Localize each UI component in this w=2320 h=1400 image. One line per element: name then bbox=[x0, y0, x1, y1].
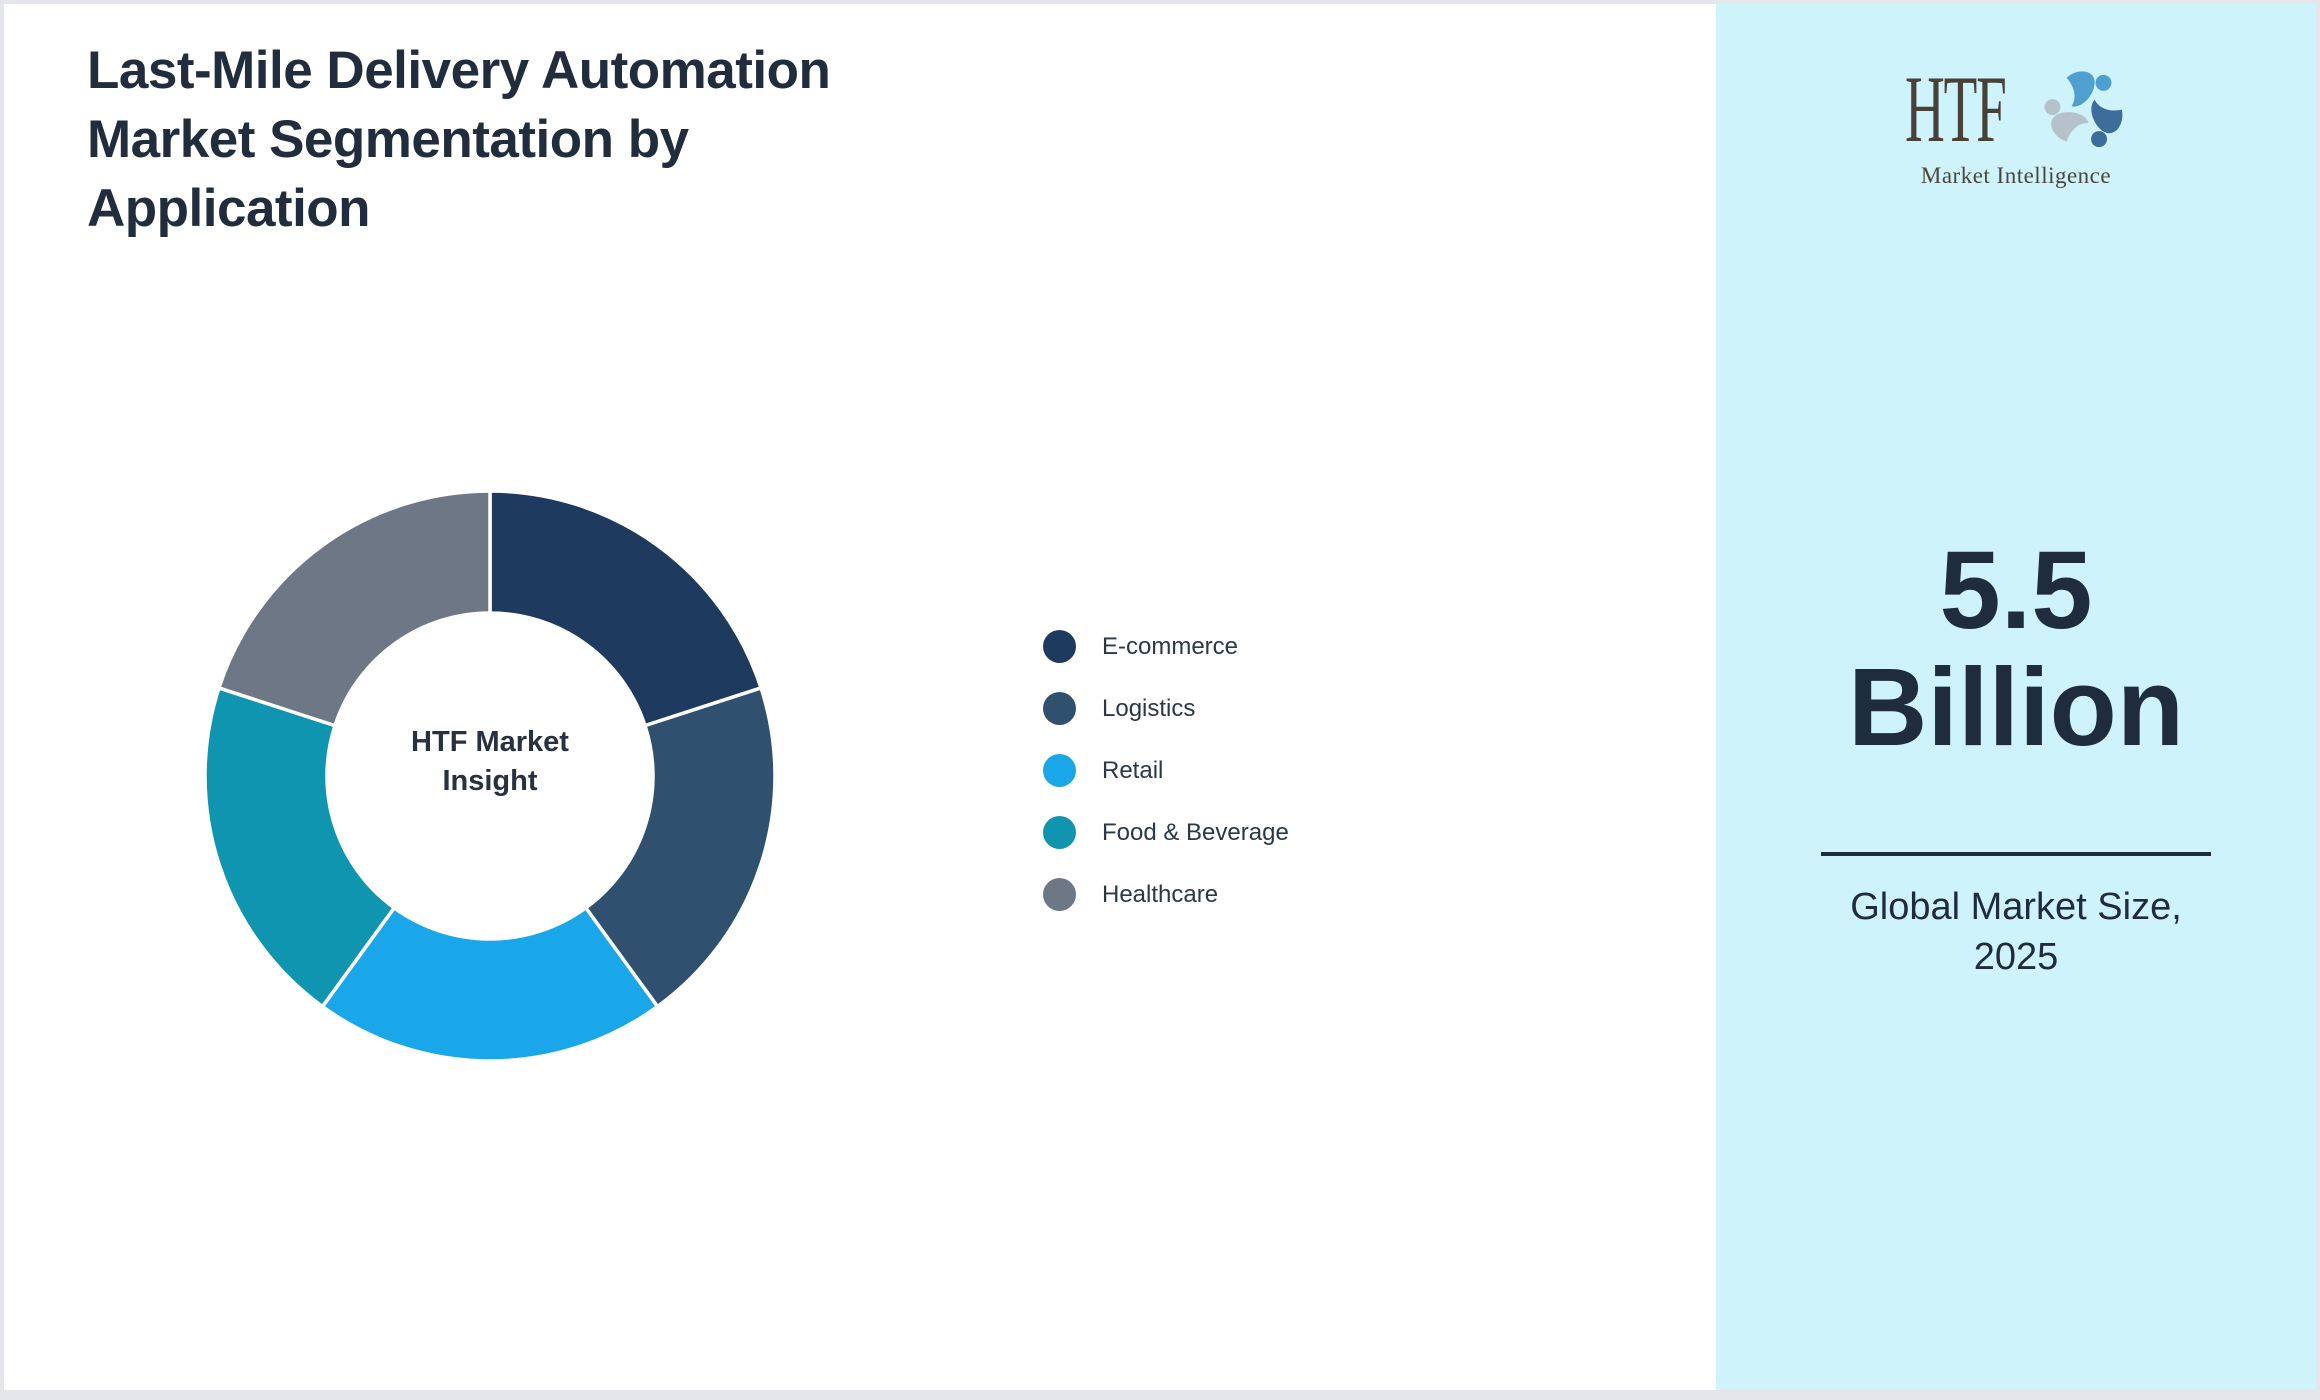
legend-swatch-icon bbox=[1043, 754, 1076, 787]
legend-item: Logistics bbox=[1043, 692, 1289, 725]
legend-swatch-icon bbox=[1043, 878, 1076, 911]
donut-segment-e-commerce bbox=[488, 489, 763, 728]
logo-swirl-icon bbox=[2044, 71, 2123, 148]
logo-row: HTF bbox=[1905, 62, 2126, 157]
donut-segment-food-beverage bbox=[203, 686, 396, 1009]
legend-swatch-icon bbox=[1043, 630, 1076, 663]
legend-label: Healthcare bbox=[1102, 881, 1219, 908]
market-size-caption: Global Market Size, 2025 bbox=[1850, 886, 2182, 978]
donut-center-label: HTF Market Insight bbox=[411, 726, 569, 797]
donut-chart bbox=[203, 489, 777, 1063]
donut-segment-logistics bbox=[584, 686, 777, 1009]
legend-label: E-commerce bbox=[1102, 633, 1239, 660]
logo-text: HTF bbox=[1905, 56, 2007, 162]
legend-swatch-icon bbox=[1043, 816, 1076, 849]
chart-legend: E-commerce Logistics Retail Food & Beverage… bbox=[1043, 630, 1289, 940]
legend-label: Retail bbox=[1102, 757, 1164, 784]
legend-item: Food & Beverage bbox=[1043, 816, 1289, 849]
divider-line bbox=[1821, 852, 2211, 856]
page-title: Last-Mile Delivery Automation Market Seg… bbox=[87, 41, 831, 238]
htf-logo: HTF Market Intelligence bbox=[1716, 62, 2316, 189]
legend-item: E-commerce bbox=[1043, 630, 1289, 663]
legend-label: Logistics bbox=[1102, 695, 1196, 722]
logo-subtext: Market Intelligence bbox=[1920, 163, 2112, 188]
donut-segment-retail bbox=[320, 906, 660, 1063]
sidebar: HTF Market Intelligence bbox=[1716, 4, 2316, 1390]
market-size-value: 5.5 Billion bbox=[1847, 529, 2185, 769]
legend-item: Retail bbox=[1043, 754, 1289, 787]
legend-item: Healthcare bbox=[1043, 878, 1289, 911]
legend-label: Food & Beverage bbox=[1102, 819, 1289, 846]
legend-swatch-icon bbox=[1043, 692, 1076, 725]
donut-segment-healthcare bbox=[217, 489, 492, 728]
